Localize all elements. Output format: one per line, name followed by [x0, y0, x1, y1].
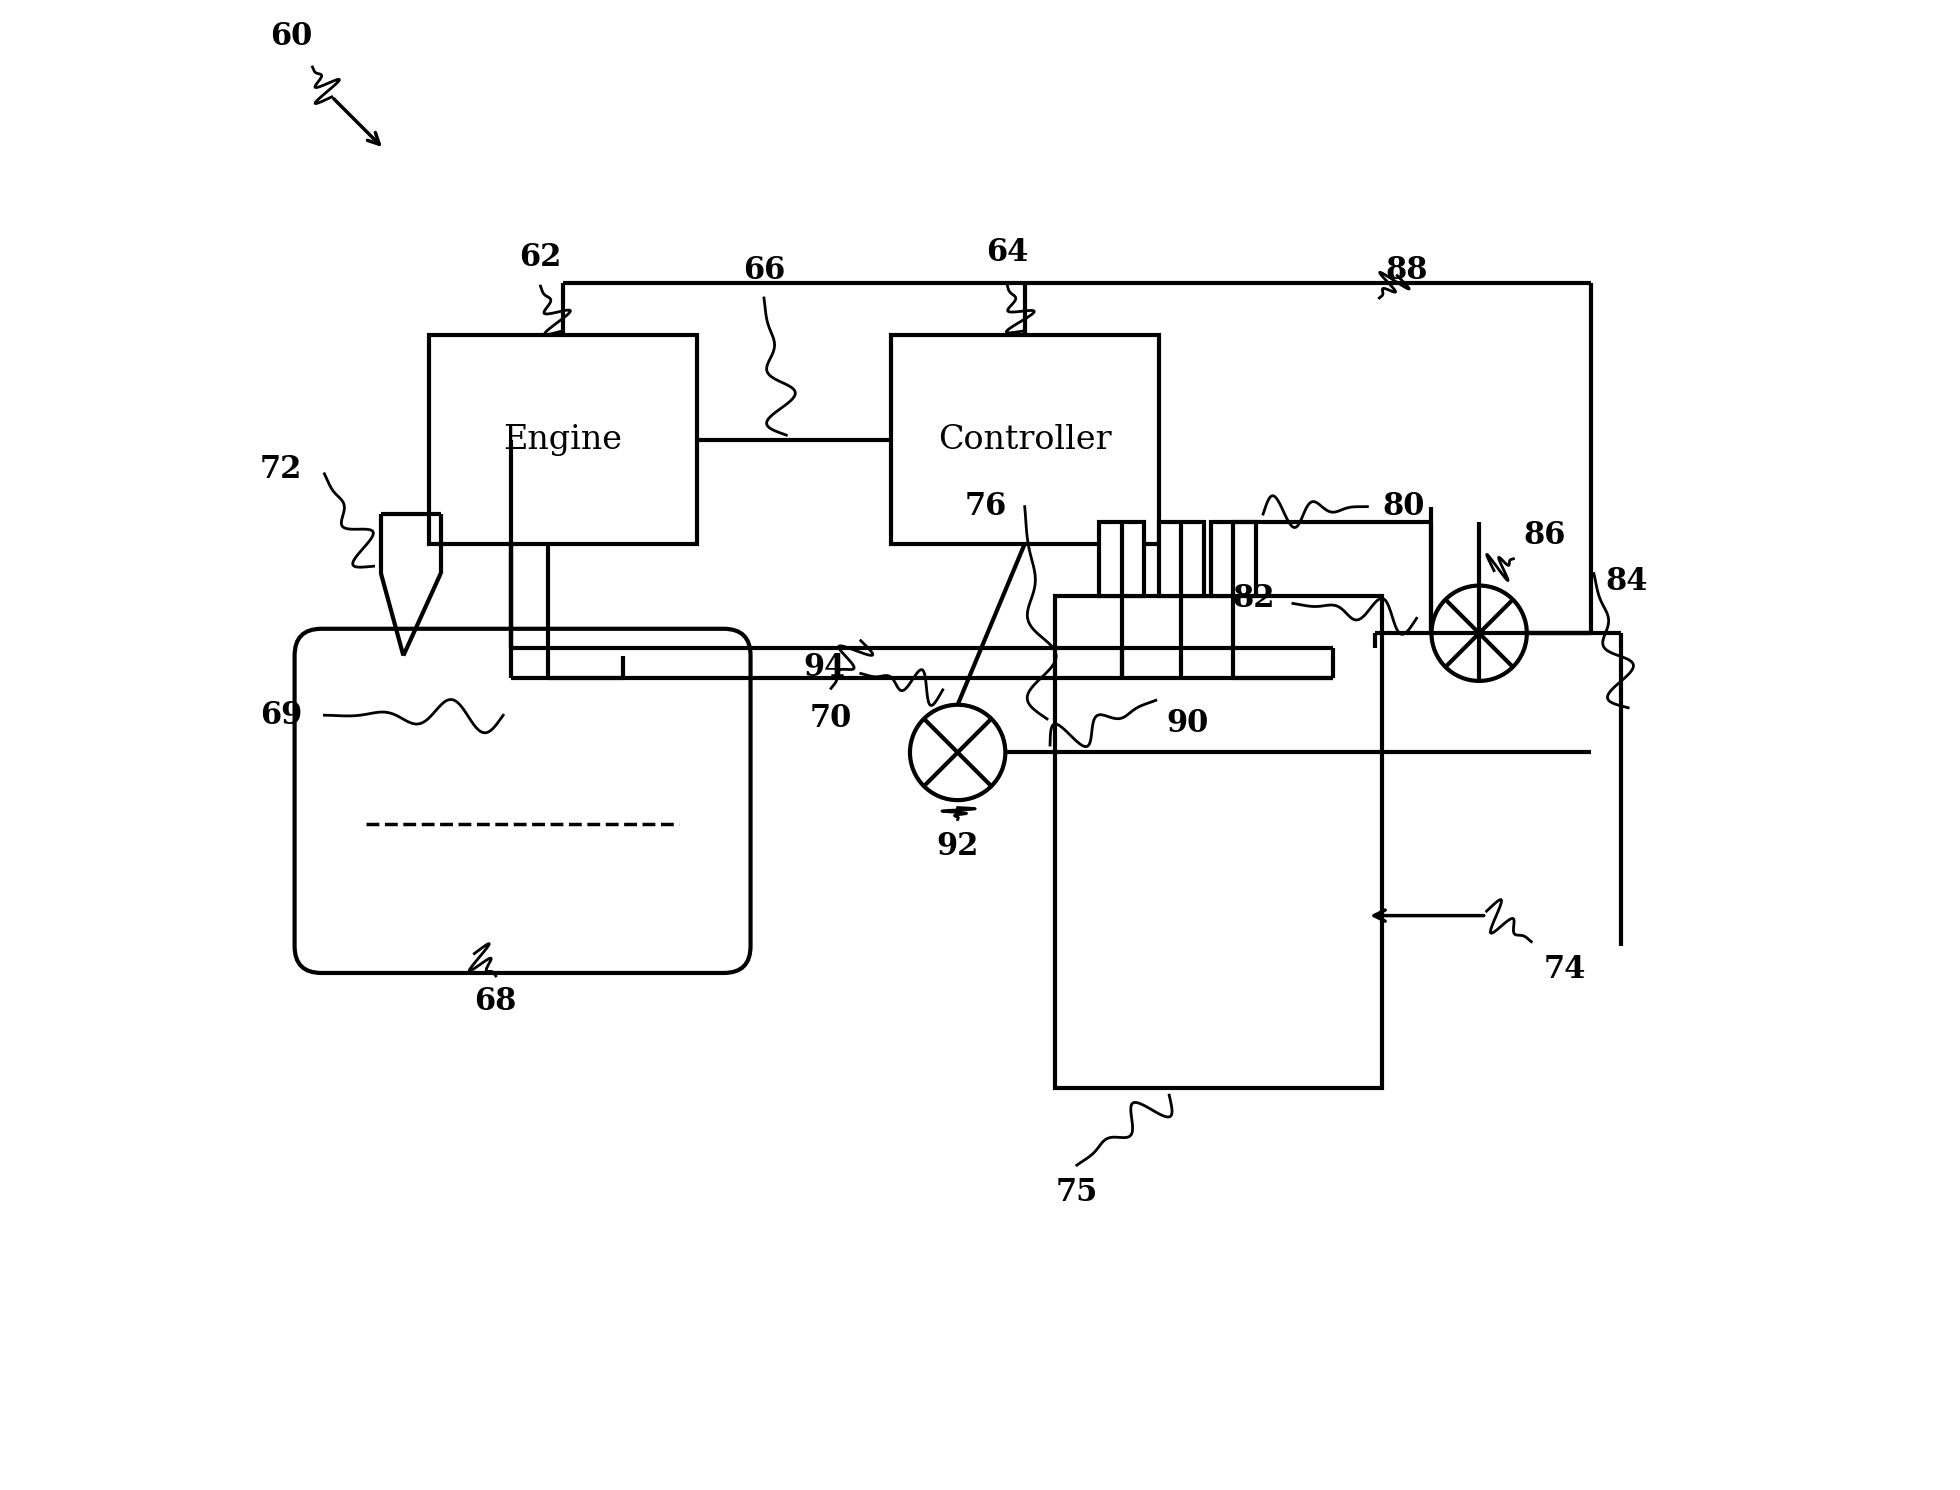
- Bar: [1054, 596, 1382, 1088]
- Text: 76: 76: [964, 492, 1007, 522]
- Text: 60: 60: [270, 21, 314, 52]
- Text: 90: 90: [1166, 708, 1209, 739]
- Circle shape: [909, 705, 1005, 800]
- Text: 64: 64: [986, 237, 1027, 268]
- Bar: [429, 335, 698, 544]
- Bar: [890, 335, 1158, 544]
- Text: 88: 88: [1386, 255, 1427, 286]
- Circle shape: [1431, 586, 1527, 681]
- Bar: [1158, 522, 1203, 596]
- Text: 86: 86: [1523, 520, 1566, 551]
- Text: 82: 82: [1233, 584, 1276, 614]
- Text: 94: 94: [804, 653, 847, 682]
- Text: 70: 70: [809, 703, 853, 735]
- Text: Engine: Engine: [504, 423, 623, 456]
- Text: 80: 80: [1382, 492, 1425, 522]
- Text: Controller: Controller: [939, 423, 1111, 456]
- Bar: [1100, 522, 1145, 596]
- FancyBboxPatch shape: [294, 629, 751, 973]
- Bar: [1211, 522, 1256, 596]
- Text: 66: 66: [743, 255, 786, 286]
- Text: 68: 68: [474, 986, 517, 1018]
- Text: 75: 75: [1056, 1177, 1098, 1208]
- Text: 74: 74: [1543, 954, 1586, 985]
- Text: 72: 72: [259, 454, 302, 484]
- Text: 84: 84: [1605, 566, 1648, 596]
- Text: 92: 92: [937, 831, 978, 863]
- Text: 69: 69: [261, 700, 302, 730]
- Text: 62: 62: [519, 241, 563, 273]
